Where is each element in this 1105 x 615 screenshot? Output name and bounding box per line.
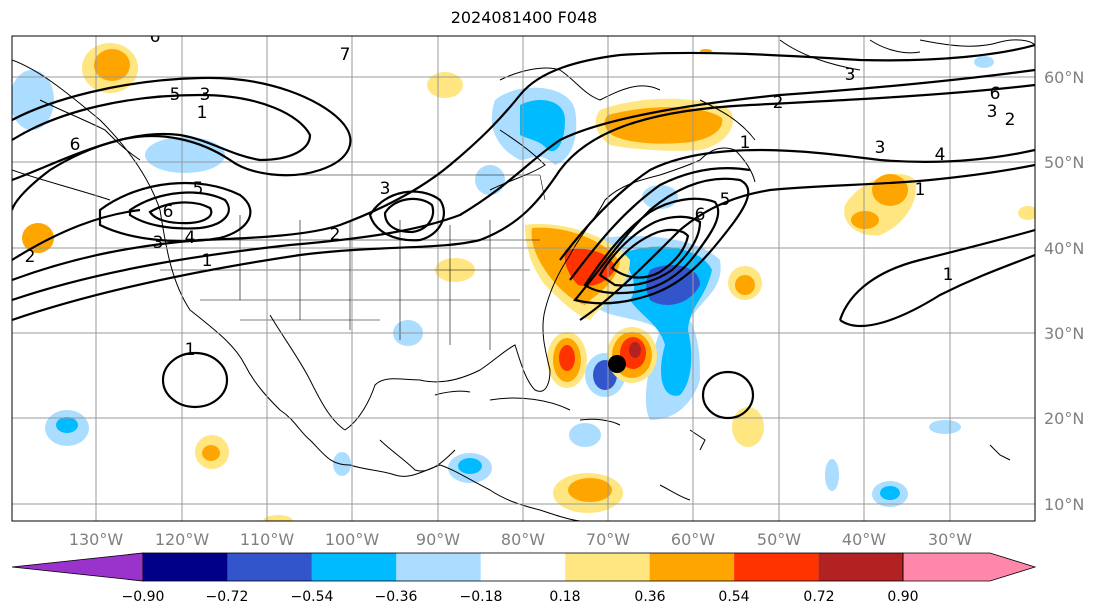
colorbar-cell <box>396 553 481 581</box>
map-frame <box>11 35 1036 522</box>
lon-label: 110°W <box>240 530 295 549</box>
colorbar-tick-label: −0.54 <box>291 589 334 605</box>
contour-label: 5 <box>193 179 204 199</box>
latitude-labels: 60°N 50°N 40°N 30°N 20°N 10°N <box>1044 68 1084 514</box>
colorbar-tick-label: 0.90 <box>887 589 918 605</box>
colorbar-tick-label: −0.72 <box>206 589 249 605</box>
contour-label: 5 <box>170 85 181 105</box>
contour-label: 6 <box>163 202 174 222</box>
contour-lines <box>12 43 1035 420</box>
colorbar-cell <box>143 553 228 581</box>
contour-label: 1 <box>915 180 926 200</box>
lat-label: 30°N <box>1044 324 1084 343</box>
contour-label: 1 <box>943 265 954 285</box>
lat-label: 10°N <box>1044 495 1084 514</box>
colorbar-tick-label: −0.18 <box>460 589 503 605</box>
colorbar-tick-label: −0.90 <box>122 589 165 605</box>
anomaly-shading <box>12 43 1035 521</box>
colorbar-cell <box>480 553 566 581</box>
lon-label: 90°W <box>416 530 460 549</box>
lat-label: 20°N <box>1044 409 1084 428</box>
contour-label: 3 <box>380 179 391 199</box>
lon-label: 30°W <box>928 530 972 549</box>
colorbar-cell <box>649 553 735 581</box>
lat-label: 40°N <box>1044 239 1084 258</box>
lon-label: 60°W <box>671 530 715 549</box>
contour-label: 3 <box>875 138 886 158</box>
lon-label: 70°W <box>586 530 630 549</box>
lon-label: 50°W <box>757 530 801 549</box>
contour-label: 4 <box>185 228 196 248</box>
colorbar-extend-high <box>902 552 1037 582</box>
contour-label: 1 <box>185 340 196 360</box>
contour-label: 1 <box>202 251 213 271</box>
contour-label: 6 <box>990 84 1001 104</box>
lon-label: 40°W <box>842 530 886 549</box>
lat-label: 50°N <box>1044 153 1084 172</box>
lat-lon-grid <box>12 36 1035 521</box>
contour-label: 3 <box>845 65 856 85</box>
lon-label: 80°W <box>501 530 545 549</box>
lon-label: 120°W <box>155 530 210 549</box>
lat-label: 60°N <box>1044 68 1084 87</box>
map-title: 2024081400 F048 <box>450 8 598 27</box>
colorbar-tick-label: 0.18 <box>549 589 580 605</box>
colorbar-cell <box>227 553 312 581</box>
contour-label: 2 <box>773 93 784 113</box>
state-borders <box>160 174 546 350</box>
colorbar-tick-label: 0.36 <box>634 589 665 605</box>
contour-label: 4 <box>935 145 946 165</box>
colorbar-cell <box>565 553 650 581</box>
contour-label: 6 <box>150 27 161 47</box>
colorbar-extend-low <box>11 552 144 582</box>
contour-label: 3 <box>200 85 211 105</box>
colorbar-cell <box>734 553 819 581</box>
contour-label: 6 <box>70 135 81 155</box>
contour-label: 6 <box>695 205 706 225</box>
colorbar-tick-label: 0.72 <box>803 589 834 605</box>
lon-label: 100°W <box>325 530 380 549</box>
colorbar-tick-label: −0.36 <box>375 589 418 605</box>
contour-label: 5 <box>720 190 731 210</box>
contour-label-group: 5 1 3 6 3 4 6 5 1 1 2 2 3 7 6 2 1 3 4 6 … <box>25 27 1016 360</box>
colorbar-outline <box>142 552 904 582</box>
colorbar: −0.90 −0.72 −0.54 −0.36 −0.18 0.18 0.36 … <box>11 552 1037 605</box>
colorbar-tick-label: 0.54 <box>718 589 749 605</box>
contour-label: 3 <box>153 233 164 253</box>
contour-label: 1 <box>740 133 751 153</box>
contour-label: 7 <box>340 45 351 65</box>
colorbar-cell <box>311 553 397 581</box>
storm-center-marker <box>608 355 626 373</box>
contour-label: 2 <box>330 225 341 245</box>
lon-label: 130°W <box>69 530 124 549</box>
contour-label: 2 <box>25 247 36 267</box>
colorbar-cell <box>818 553 903 581</box>
contour-label: 2 <box>1005 110 1016 130</box>
longitude-labels: 130°W 120°W 110°W 100°W 90°W 80°W 70°W 6… <box>69 530 972 549</box>
contour-label: 1 <box>197 103 208 123</box>
contour-label: 3 <box>987 102 998 122</box>
